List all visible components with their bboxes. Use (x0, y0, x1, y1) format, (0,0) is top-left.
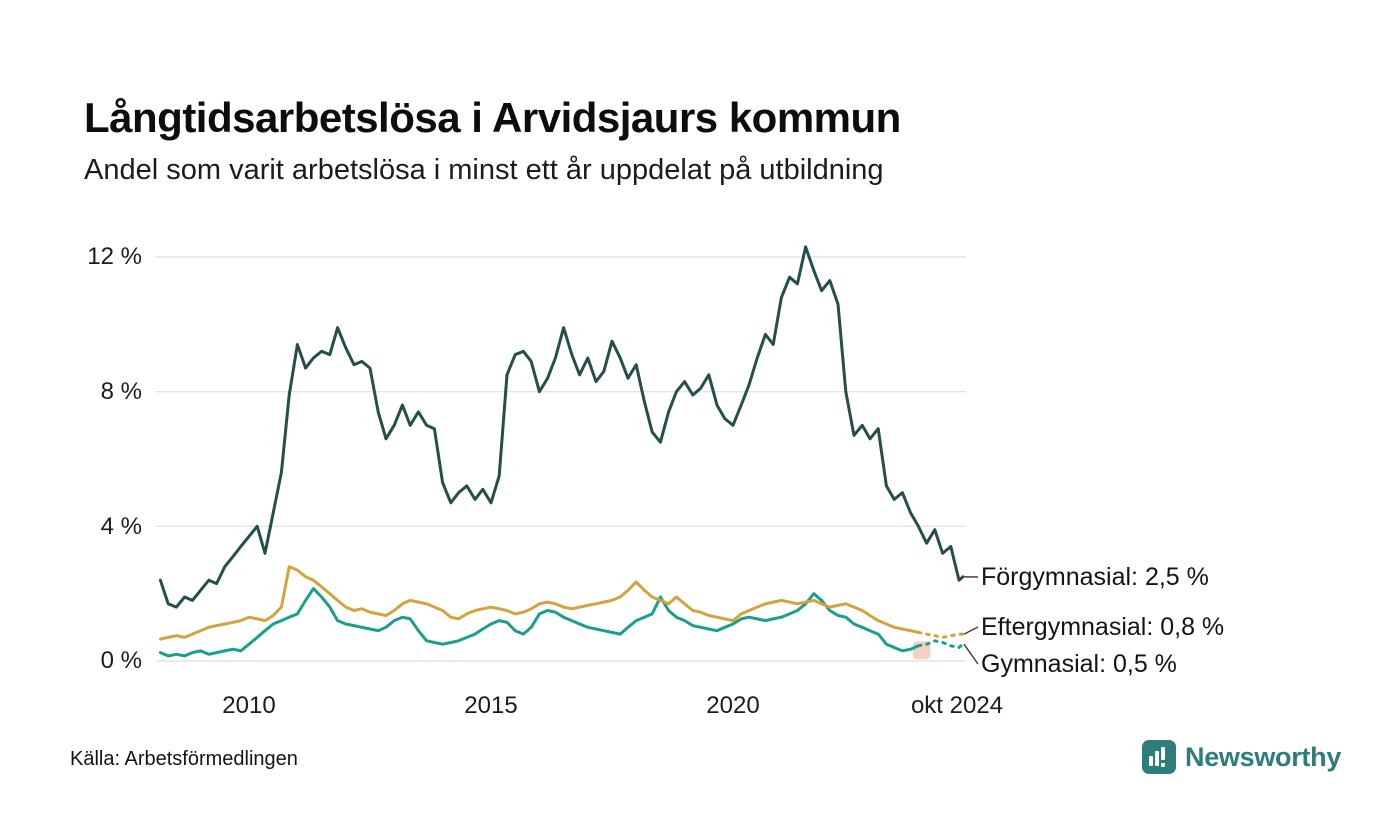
highlight-marker (913, 641, 931, 660)
y-axis-tick-0: 0 % (100, 647, 142, 674)
series-line-gymnasial (916, 639, 965, 649)
x-axis-tick-2020: 2020 (706, 692, 760, 719)
page-title: Långtidsarbetslösa i Arvidsjaurs kommun (84, 94, 901, 142)
series-line-gymnasial (158, 587, 920, 658)
series-line-forgymnasial (158, 245, 965, 609)
y-axis-tick-8: 8 % (100, 378, 142, 405)
series-line-eftergymnasial (158, 565, 920, 641)
y-axis-tick-12: 12 % (87, 243, 142, 270)
label-connector-eftergymnasial (963, 626, 979, 635)
page-subtitle: Andel som varit arbetslösa i minst ett å… (84, 154, 884, 186)
newsworthy-bar-chart-icon (1142, 740, 1176, 774)
series-end-label-eftergymnasial: Eftergymnasial: 0,8 % (981, 613, 1225, 641)
brand-wordmark: Newsworthy (1185, 741, 1342, 772)
x-axis-tick-okt-2024: okt 2024 (910, 692, 1004, 719)
series-end-label-gymnasial: Gymnasial: 0,5 % (981, 650, 1177, 678)
series-end-label-forgymnasial: Förgymnasial: 2,5 % (981, 563, 1209, 591)
x-axis-tick-2015: 2015 (464, 692, 518, 719)
label-connector-gymnasial (963, 643, 979, 665)
series-line-eftergymnasial (916, 630, 965, 639)
source-credit: Källa: Arbetsförmedlingen (70, 748, 298, 770)
brand-logo: Newsworthy (1142, 740, 1341, 774)
x-axis-tick-2010: 2010 (222, 692, 276, 719)
y-axis-tick-4: 4 % (100, 513, 142, 540)
